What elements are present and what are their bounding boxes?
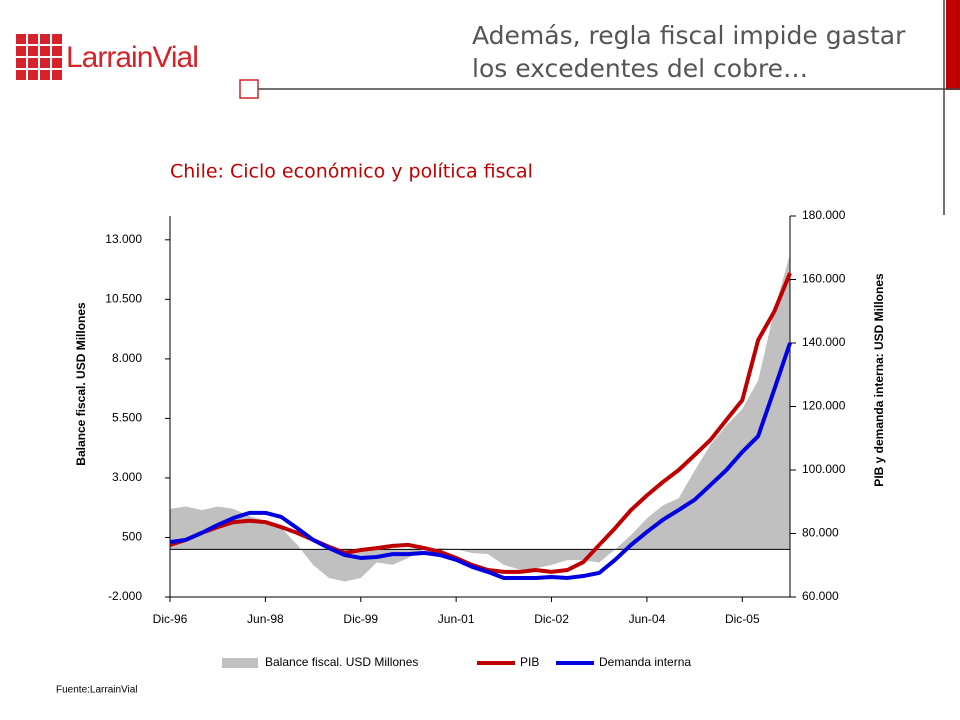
x-tick-label: Jun-04 — [629, 612, 666, 626]
y-tick-label: 5.500 — [112, 411, 142, 425]
logo-text: LarrainVial — [66, 41, 198, 74]
slide-title: Además, regla fiscal impide gastar — [472, 21, 906, 50]
y2-tick-label: 160.000 — [802, 272, 846, 286]
logo-mark — [16, 34, 62, 80]
legend-swatch — [222, 658, 258, 668]
legend-label: Demanda interna — [599, 655, 691, 669]
y-tick-label: 8.000 — [112, 351, 142, 365]
legend-label: Balance fiscal. USD Millones — [265, 655, 418, 669]
source: Fuente:LarrainVial — [56, 685, 138, 696]
line — [169, 342, 792, 580]
y2-tick-label: 80.000 — [802, 526, 839, 540]
header-square — [239, 79, 259, 99]
x-tick-label: Dic-96 — [153, 612, 188, 626]
chart-title: Chile: Ciclo económico y política fiscal — [170, 161, 533, 183]
x-tick-label: Dic-02 — [534, 612, 569, 626]
y-tick-label: 10.500 — [105, 292, 142, 306]
x-tick-label: Dic-05 — [725, 612, 760, 626]
legend-label: PIB — [520, 655, 539, 669]
y-axis-label: Balance fiscal. USD Millones — [74, 302, 88, 466]
y2-axis-label: PIB y demanda interna: USD Millones — [872, 273, 886, 487]
y2-tick-label: 180.000 — [802, 208, 846, 222]
accent-bar — [946, 0, 960, 90]
y2-tick-label: 100.000 — [802, 462, 846, 476]
slide-title: los excedentes del cobre… — [472, 54, 808, 83]
y2-tick-label: 120.000 — [802, 399, 846, 413]
y-tick-label: 3.000 — [112, 470, 142, 484]
area — [170, 254, 790, 582]
y-tick-label: 500 — [122, 530, 142, 544]
x-tick-label: Dic-99 — [343, 612, 378, 626]
y2-tick-label: 60.000 — [802, 589, 839, 603]
y-tick-label: 13.000 — [105, 232, 142, 246]
y-tick-label: -2.000 — [108, 589, 142, 603]
x-tick-label: Jun-98 — [247, 612, 284, 626]
x-tick-label: Jun-01 — [438, 612, 475, 626]
y2-tick-label: 140.000 — [802, 335, 846, 349]
